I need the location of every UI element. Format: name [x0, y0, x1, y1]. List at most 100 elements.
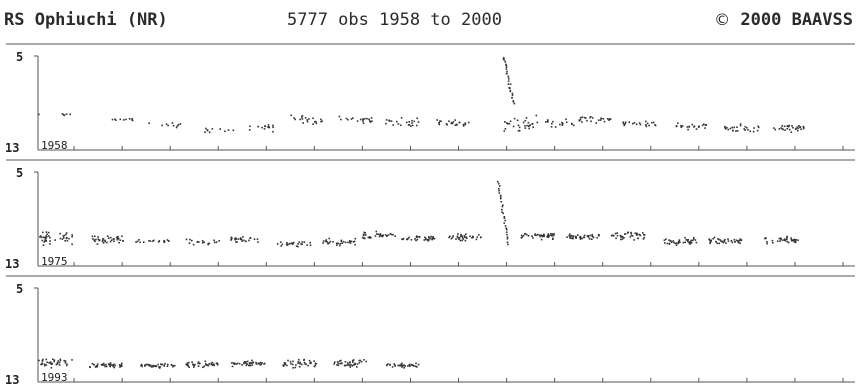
data-point	[359, 359, 362, 362]
data-point	[362, 122, 365, 124]
data-point	[369, 236, 371, 238]
data-point	[589, 234, 591, 237]
data-point	[648, 124, 650, 127]
data-point	[140, 364, 142, 367]
data-point	[386, 364, 388, 366]
panel-start-year: 1958	[41, 139, 68, 152]
data-point	[524, 125, 526, 127]
data-point	[416, 117, 418, 120]
data-point	[684, 241, 686, 244]
data-point	[338, 360, 341, 362]
data-point	[158, 366, 160, 368]
panel-start-year: 1975	[41, 255, 68, 268]
data-point	[396, 120, 398, 123]
chart-header: RS Ophiuchi (NR) 5777 obs 1958 to 2000 ©…	[0, 0, 861, 40]
data-point	[458, 237, 461, 239]
data-point	[718, 238, 720, 241]
data-point	[799, 126, 801, 129]
data-point	[771, 239, 774, 242]
data-point	[410, 125, 412, 127]
data-point	[349, 241, 351, 243]
data-point	[503, 222, 505, 224]
data-point	[144, 364, 146, 366]
data-point	[313, 365, 316, 368]
data-point	[312, 117, 314, 120]
data-point	[336, 244, 338, 246]
data-point	[352, 117, 354, 119]
data-point	[632, 122, 634, 125]
data-point	[464, 122, 466, 124]
data-point	[100, 363, 103, 366]
data-point	[105, 365, 108, 368]
data-point	[91, 362, 94, 365]
data-point	[201, 240, 204, 242]
data-point	[695, 128, 698, 130]
data-point	[376, 233, 378, 235]
data-point	[757, 126, 760, 129]
data-point	[638, 233, 641, 236]
data-point	[113, 366, 115, 369]
data-point	[314, 362, 317, 365]
data-point	[120, 364, 123, 367]
data-point	[551, 233, 554, 235]
data-point	[356, 366, 358, 368]
observation-summary: 5777 obs 1958 to 2000	[287, 10, 502, 30]
data-point	[93, 363, 95, 366]
data-point	[542, 235, 544, 237]
data-point	[243, 362, 245, 365]
data-point	[591, 233, 593, 236]
data-point	[701, 124, 704, 127]
data-point	[117, 235, 119, 238]
data-point	[502, 204, 504, 206]
data-point	[415, 365, 417, 368]
data-point	[786, 236, 788, 239]
data-point	[735, 239, 738, 242]
data-point	[39, 236, 41, 238]
data-point	[97, 238, 100, 240]
data-point	[756, 129, 759, 132]
data-point	[697, 126, 700, 128]
data-point	[263, 128, 266, 130]
data-point	[371, 120, 373, 122]
data-point	[428, 239, 430, 241]
data-point	[321, 120, 323, 122]
data-point	[629, 236, 632, 238]
data-point	[797, 127, 799, 130]
data-point	[622, 121, 624, 124]
data-point	[171, 122, 174, 124]
data-point	[778, 128, 781, 130]
data-point	[237, 238, 240, 240]
data-point	[802, 127, 805, 130]
data-point	[291, 243, 294, 246]
data-point	[291, 242, 293, 244]
data-point	[394, 235, 396, 237]
data-point	[624, 122, 626, 125]
data-point	[505, 227, 507, 229]
data-point	[241, 240, 244, 242]
data-point	[575, 235, 577, 238]
data-point	[205, 364, 207, 366]
data-point	[781, 128, 784, 130]
data-point	[248, 364, 250, 367]
data-point	[249, 125, 251, 128]
data-point	[374, 235, 377, 237]
data-point	[320, 120, 322, 123]
data-point	[689, 243, 692, 245]
data-point	[295, 364, 297, 366]
data-point	[280, 245, 282, 247]
data-point	[571, 235, 573, 237]
data-point	[248, 362, 251, 365]
data-point	[643, 234, 646, 236]
data-point	[704, 127, 706, 129]
data-point	[354, 362, 356, 365]
data-point	[49, 236, 51, 239]
data-point	[548, 234, 550, 237]
data-point	[294, 118, 296, 121]
data-point	[503, 217, 506, 219]
data-point	[732, 129, 734, 132]
data-point	[562, 122, 564, 125]
data-point	[121, 235, 123, 237]
data-point	[534, 233, 536, 235]
data-point	[415, 362, 417, 365]
data-point	[364, 117, 366, 120]
